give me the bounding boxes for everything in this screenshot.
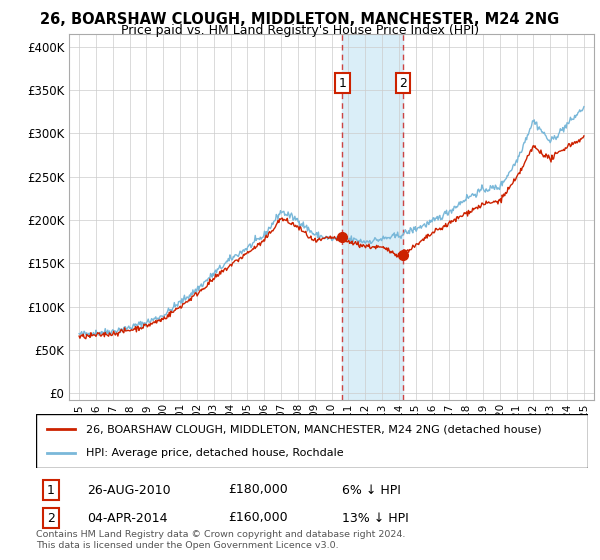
Text: Price paid vs. HM Land Registry's House Price Index (HPI): Price paid vs. HM Land Registry's House … [121,24,479,36]
Text: This data is licensed under the Open Government Licence v3.0.: This data is licensed under the Open Gov… [36,541,338,550]
Text: £160,000: £160,000 [228,511,287,525]
Text: Contains HM Land Registry data © Crown copyright and database right 2024.: Contains HM Land Registry data © Crown c… [36,530,406,539]
Text: HPI: Average price, detached house, Rochdale: HPI: Average price, detached house, Roch… [86,447,343,458]
Text: 1: 1 [47,483,55,497]
Text: 26, BOARSHAW CLOUGH, MIDDLETON, MANCHESTER, M24 2NG: 26, BOARSHAW CLOUGH, MIDDLETON, MANCHEST… [40,12,560,27]
Text: £180,000: £180,000 [228,483,288,497]
Text: 26, BOARSHAW CLOUGH, MIDDLETON, MANCHESTER, M24 2NG (detached house): 26, BOARSHAW CLOUGH, MIDDLETON, MANCHEST… [86,424,541,435]
Bar [343,34,403,400]
Text: 26-AUG-2010: 26-AUG-2010 [87,483,170,497]
Text: 2: 2 [47,511,55,525]
Text: 2: 2 [399,77,407,90]
Text: 1: 1 [338,77,346,90]
Text: 13% ↓ HPI: 13% ↓ HPI [342,511,409,525]
Text: 04-APR-2014: 04-APR-2014 [87,511,167,525]
Text: 6% ↓ HPI: 6% ↓ HPI [342,483,401,497]
